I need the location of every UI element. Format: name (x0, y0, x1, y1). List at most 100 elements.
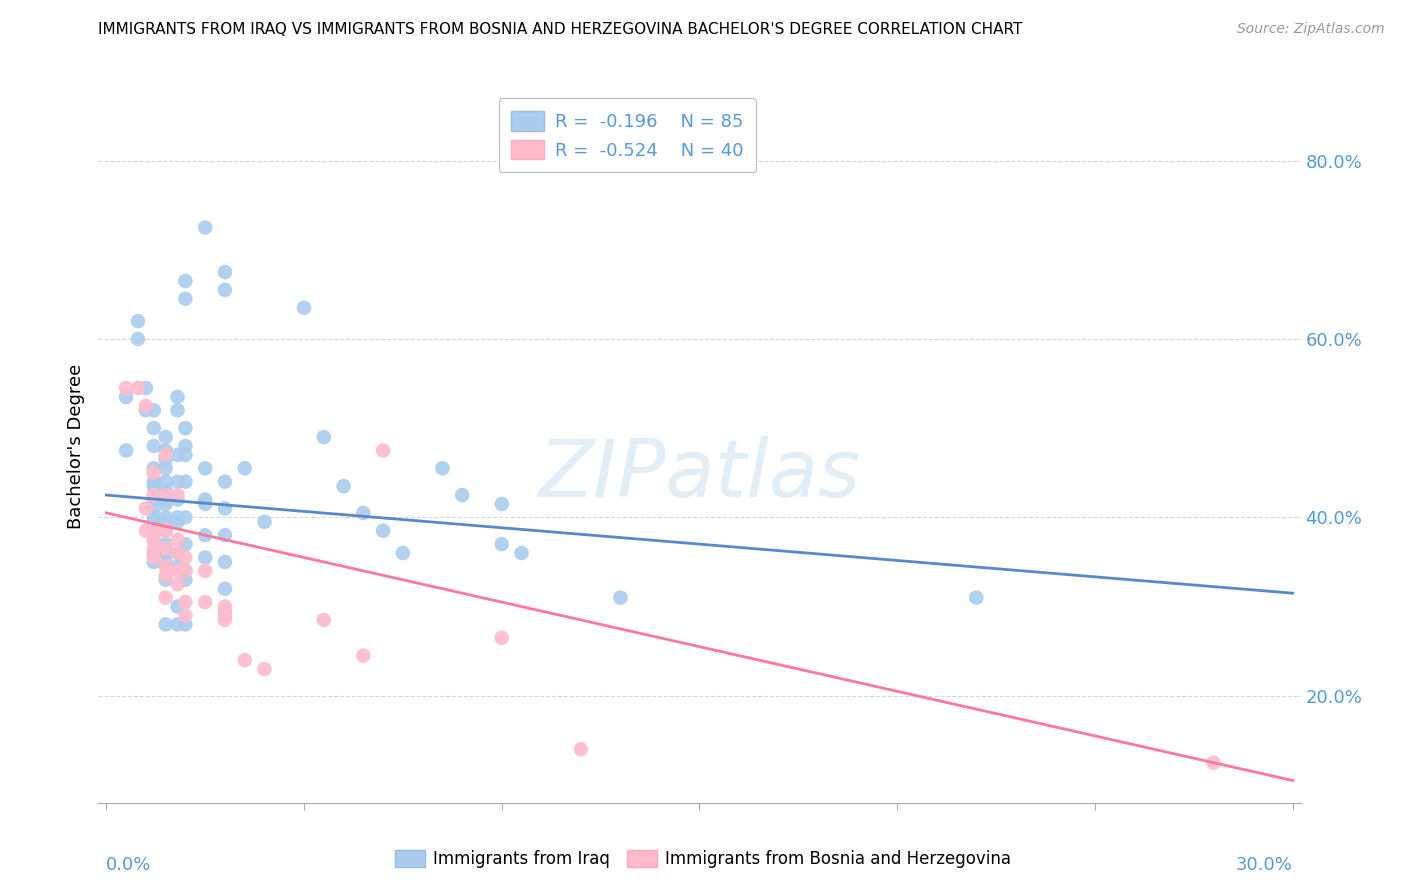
Point (174, 448, 197, 462)
Point (166, 546, 188, 560)
Point (142, 550, 165, 565)
Point (155, 524, 177, 538)
Point (194, 461, 217, 475)
Point (214, 604, 236, 618)
Point (142, 524, 165, 538)
Point (127, 314, 149, 328)
Point (155, 492, 177, 507)
Point (166, 533, 188, 547)
Point (155, 617, 177, 632)
Point (166, 515, 188, 529)
Point (233, 653, 256, 667)
Point (155, 488, 177, 502)
Point (155, 483, 177, 498)
Point (142, 488, 165, 502)
Point (142, 466, 165, 480)
Point (253, 515, 276, 529)
Point (166, 448, 188, 462)
Point (142, 421, 165, 435)
Point (155, 537, 177, 551)
Point (194, 528, 217, 542)
Point (142, 515, 165, 529)
Point (194, 492, 217, 507)
Point (155, 452, 177, 467)
Point (392, 546, 415, 560)
Point (142, 533, 165, 547)
Point (142, 492, 165, 507)
Point (155, 515, 177, 529)
Point (569, 742, 592, 756)
Point (166, 475, 188, 489)
Point (194, 497, 217, 511)
Point (135, 403, 157, 417)
Point (155, 546, 177, 560)
Y-axis label: Bachelor's Degree: Bachelor's Degree (66, 363, 84, 529)
Point (166, 599, 188, 614)
Point (174, 550, 197, 565)
Point (142, 546, 165, 560)
Point (142, 555, 165, 569)
Point (155, 448, 177, 462)
Point (371, 443, 394, 458)
Point (352, 506, 374, 520)
Point (194, 564, 217, 578)
Point (491, 537, 513, 551)
Point (166, 390, 188, 404)
Point (174, 564, 197, 578)
Point (155, 510, 177, 524)
Point (214, 475, 236, 489)
Point (135, 501, 157, 516)
Point (174, 595, 197, 609)
Text: ZIPatlas: ZIPatlas (538, 435, 860, 514)
Point (332, 479, 354, 493)
Legend: Immigrants from Iraq, Immigrants from Bosnia and Herzegovina: Immigrants from Iraq, Immigrants from Bo… (388, 843, 1018, 875)
Point (142, 541, 165, 556)
Point (432, 461, 454, 475)
Point (174, 573, 197, 587)
Point (233, 461, 256, 475)
Point (142, 439, 165, 453)
Point (312, 430, 335, 444)
Point (214, 528, 236, 542)
Point (194, 550, 217, 565)
Point (214, 613, 236, 627)
Point (155, 524, 177, 538)
Point (214, 283, 236, 297)
Point (174, 564, 197, 578)
Point (174, 274, 197, 288)
Point (142, 461, 165, 475)
Text: 30.0%: 30.0% (1236, 856, 1292, 874)
Point (155, 475, 177, 489)
Point (166, 577, 188, 591)
Point (155, 573, 177, 587)
Point (166, 546, 188, 560)
Point (174, 537, 197, 551)
Point (155, 461, 177, 475)
Point (174, 510, 197, 524)
Point (127, 381, 149, 395)
Point (194, 595, 217, 609)
Point (142, 403, 165, 417)
Point (174, 421, 197, 435)
Text: IMMIGRANTS FROM IRAQ VS IMMIGRANTS FROM BOSNIA AND HERZEGOVINA BACHELOR'S DEGREE: IMMIGRANTS FROM IRAQ VS IMMIGRANTS FROM … (98, 22, 1022, 37)
Point (155, 443, 177, 458)
Point (166, 564, 188, 578)
Point (174, 608, 197, 623)
Point (155, 591, 177, 605)
Point (155, 541, 177, 556)
Text: 0.0%: 0.0% (107, 856, 152, 874)
Point (491, 497, 513, 511)
Point (135, 381, 157, 395)
Point (127, 332, 149, 346)
Point (135, 399, 157, 413)
Point (965, 591, 987, 605)
Point (194, 220, 217, 235)
Point (214, 555, 236, 569)
Point (142, 510, 165, 524)
Text: Source: ZipAtlas.com: Source: ZipAtlas.com (1237, 22, 1385, 37)
Point (352, 648, 374, 663)
Point (214, 599, 236, 614)
Point (253, 662, 276, 676)
Point (214, 608, 236, 623)
Point (142, 524, 165, 538)
